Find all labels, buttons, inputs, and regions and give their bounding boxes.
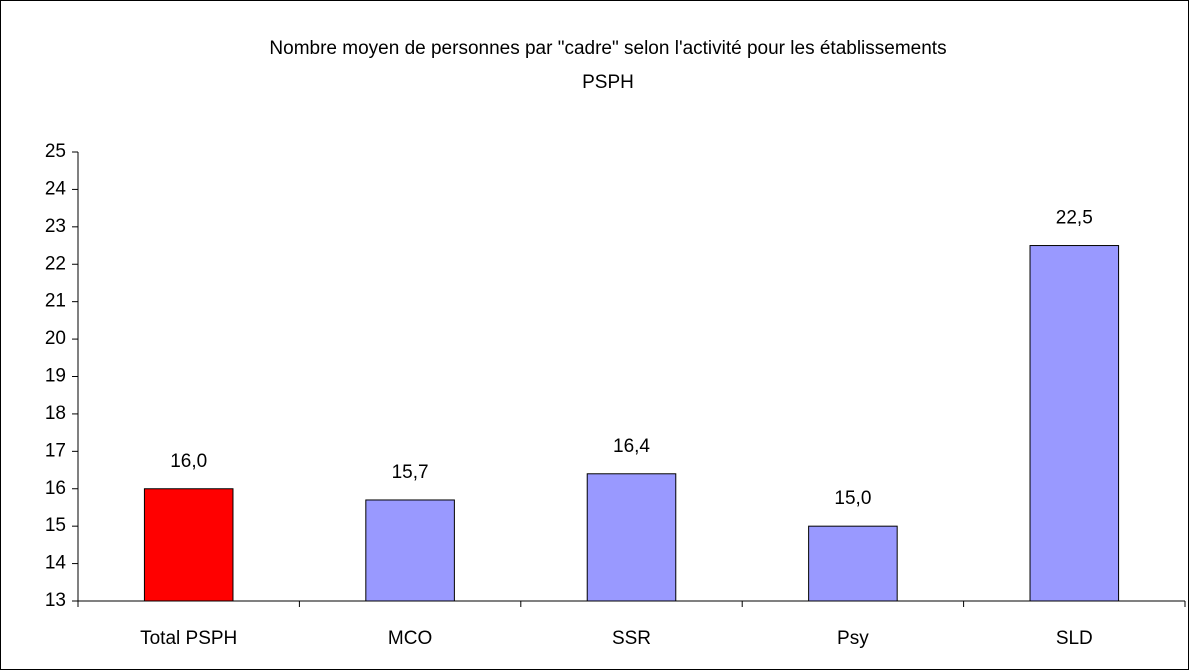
data-label: 15,0 xyxy=(834,488,871,509)
bar xyxy=(808,525,898,602)
y-tick-label: 18 xyxy=(45,403,66,424)
y-tick-label: 20 xyxy=(45,328,66,349)
y-tick-label: 22 xyxy=(45,253,66,274)
bar xyxy=(365,499,455,602)
y-tick-label: 24 xyxy=(45,178,67,199)
bar xyxy=(586,473,677,602)
y-tick-label: 23 xyxy=(45,216,66,237)
y-tick-label: 13 xyxy=(45,590,66,611)
x-tick-label: Psy xyxy=(837,628,869,649)
x-tick-label: Total PSPH xyxy=(140,628,237,649)
bar xyxy=(1029,245,1120,602)
y-tick-label: 19 xyxy=(45,366,66,387)
x-tick-label: MCO xyxy=(388,628,432,649)
data-label: 16,0 xyxy=(170,451,207,472)
y-tick-label: 15 xyxy=(45,515,66,536)
chart-title: PSPH xyxy=(582,72,634,93)
y-tick-label: 14 xyxy=(45,553,67,574)
y-tick-label: 16 xyxy=(45,478,66,499)
y-tick-label: 21 xyxy=(45,291,66,312)
chart-title: Nombre moyen de personnes par "cadre" se… xyxy=(269,38,946,59)
data-label: 16,4 xyxy=(613,436,650,457)
y-tick-label: 25 xyxy=(45,141,66,162)
data-label: 15,7 xyxy=(392,462,429,483)
x-tick-label: SLD xyxy=(1056,628,1093,649)
data-label: 22,5 xyxy=(1056,208,1093,229)
bar xyxy=(143,488,234,602)
x-tick-label: SSR xyxy=(612,628,651,649)
y-tick-label: 17 xyxy=(45,440,66,461)
